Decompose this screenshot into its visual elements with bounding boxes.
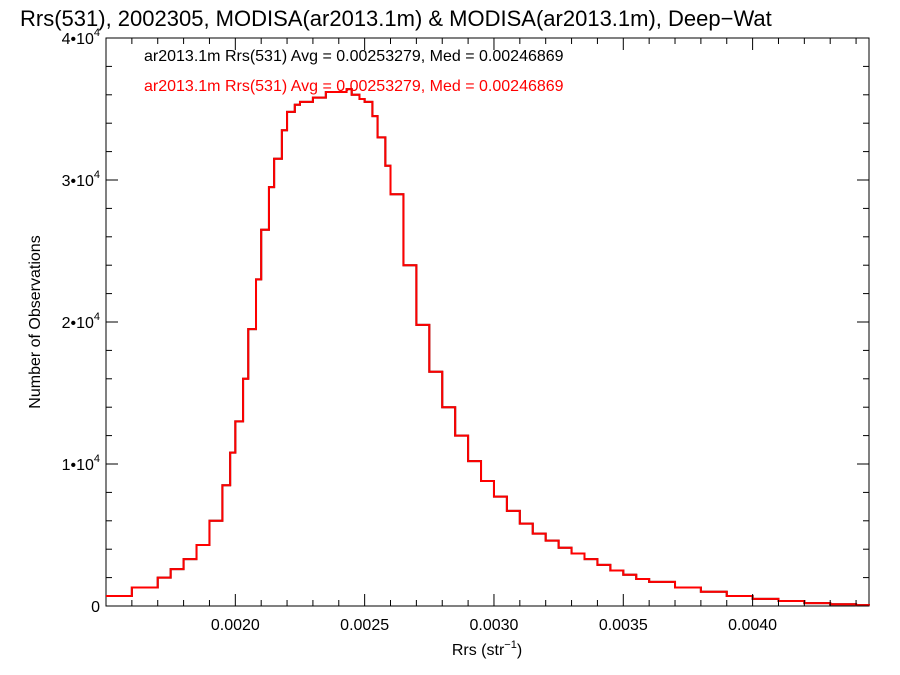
- y-tick-exponent: 4: [94, 311, 100, 323]
- x-axis-label-sup: −1: [504, 639, 517, 651]
- y-tick-label: 3•104: [62, 169, 100, 190]
- y-tick-mantissa: 0: [91, 599, 100, 616]
- y-tick-label: 2•104: [62, 311, 100, 332]
- y-axis-label: Number of Observations: [27, 235, 44, 408]
- annotation-black: ar2013.1m Rrs(531) Avg = 0.00253279, Med…: [144, 48, 564, 65]
- x-tick-label: 0.0035: [599, 617, 648, 634]
- y-tick-label: 0: [91, 599, 100, 616]
- x-tick-label: 0.0040: [728, 617, 777, 634]
- chart-title: Rrs(531), 2002305, MODISA(ar2013.1m) & M…: [20, 6, 772, 31]
- y-tick-mantissa: 2•10: [62, 315, 94, 332]
- series-line-1: [106, 88, 870, 607]
- series-line-0: [106, 88, 870, 607]
- x-tick-label: 0.0025: [340, 617, 389, 634]
- y-tick-exponent: 4: [94, 169, 100, 181]
- y-tick-mantissa: 3•10: [62, 173, 94, 190]
- y-tick-exponent: 4: [94, 27, 100, 39]
- x-axis-label: Rrs (str−1): [452, 639, 522, 659]
- series-layer: [106, 88, 870, 607]
- y-tick-mantissa: 1•10: [62, 457, 94, 474]
- y-tick-label: 4•104: [62, 27, 100, 48]
- x-tick-label: 0.0020: [211, 617, 260, 634]
- ticks-layer: 0.0020 0.0025 0.0030 0.0035 0.004001•1042•10…: [62, 27, 869, 634]
- y-tick-label: 1•104: [62, 453, 100, 474]
- y-tick-exponent: 4: [94, 453, 100, 465]
- x-tick-label: 0.0030: [469, 617, 518, 634]
- y-tick-mantissa: 4•10: [62, 31, 94, 48]
- annotation-red: ar2013.1m Rrs(531) Avg = 0.00253279, Med…: [144, 78, 564, 95]
- x-axis-label-main: Rrs (str: [452, 642, 505, 659]
- x-axis-label-close: ): [517, 642, 522, 659]
